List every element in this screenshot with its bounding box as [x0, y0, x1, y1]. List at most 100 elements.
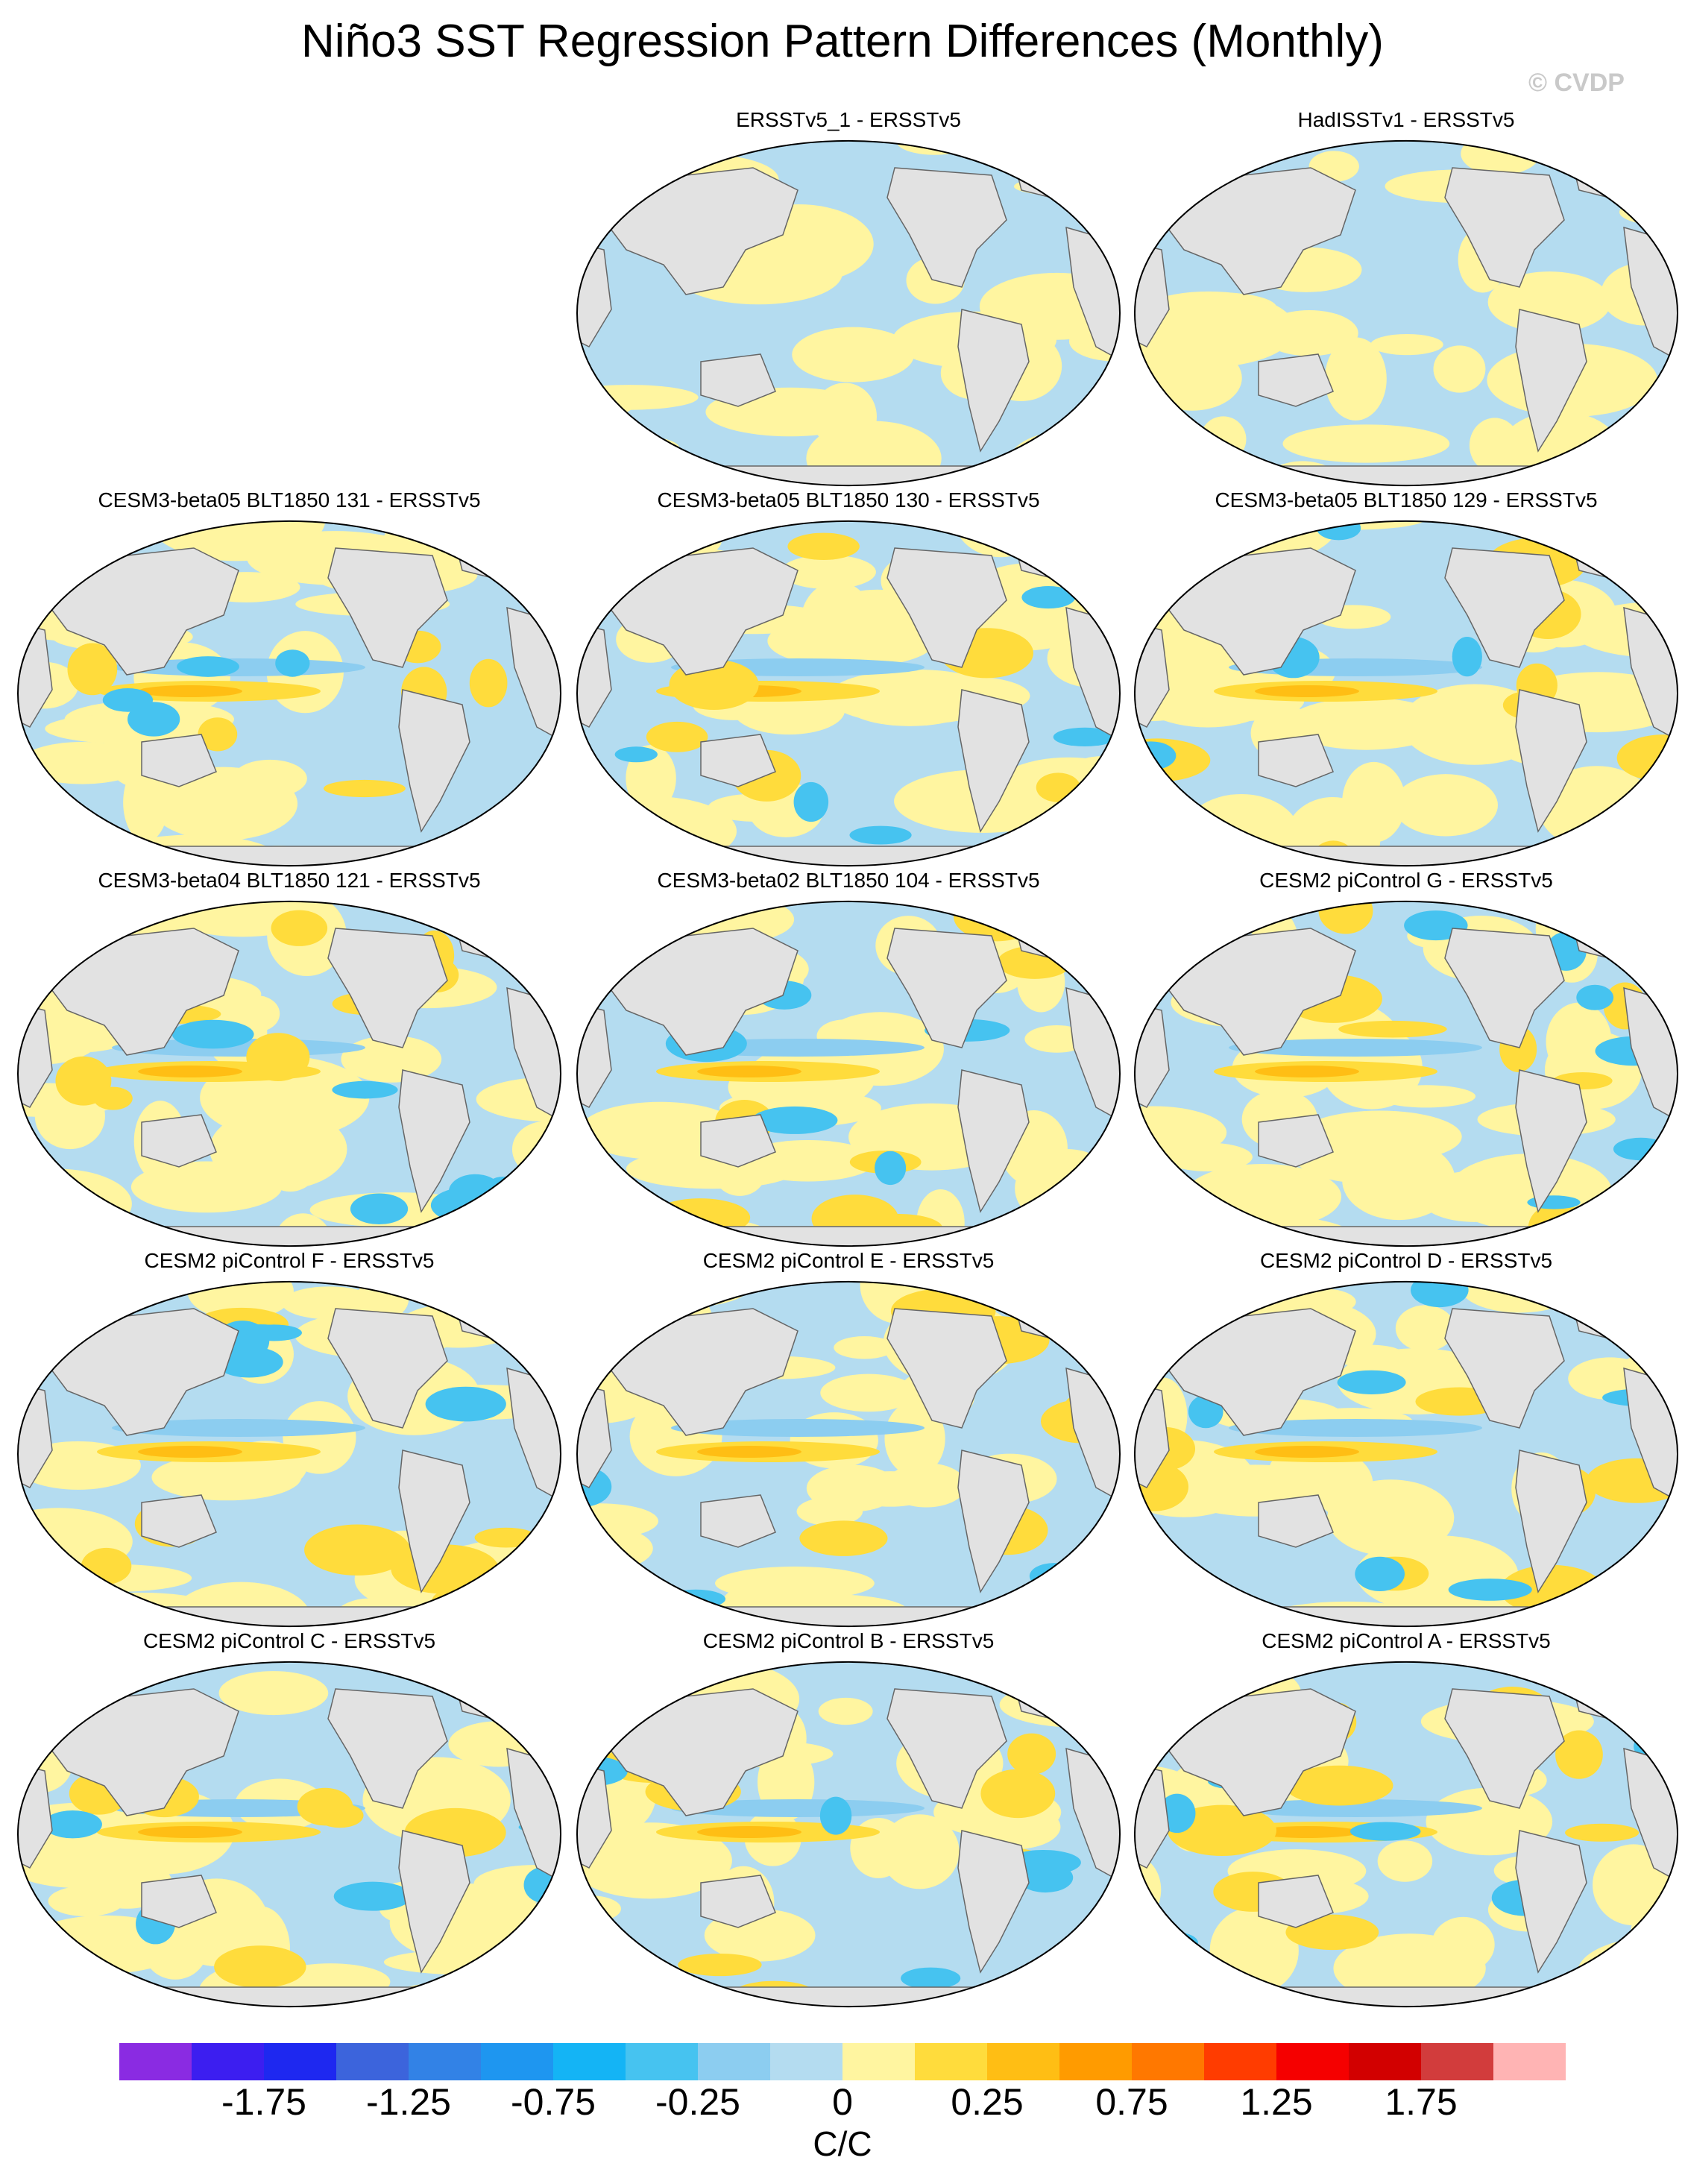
- positive-anomaly-region: [1065, 901, 1120, 923]
- land-mass: [141, 734, 217, 787]
- positive-anomaly-region: [246, 1033, 310, 1081]
- positive-anomaly-region: [678, 1953, 762, 1977]
- map-panel: [1133, 1281, 1679, 1627]
- positive-anomaly-region: [1342, 1140, 1455, 1221]
- land-mass: [1515, 689, 1587, 833]
- colorbar-swatch: [987, 2043, 1059, 2080]
- positive-anomaly-region: [577, 809, 666, 866]
- colorbar-swatch: [553, 2043, 626, 2080]
- colorbar-swatch: [626, 2043, 698, 2080]
- copyright-watermark: © CVDP: [1528, 69, 1625, 97]
- negative-anomaly-region: [614, 746, 658, 763]
- map-outline: [16, 1281, 562, 1627]
- positive-anomaly-region: [500, 1992, 561, 2007]
- positive-anomaly-region: [1285, 1914, 1379, 1951]
- panel-title: CESM3-beta05 BLT1850 131 - ERSSTv5: [98, 488, 481, 512]
- land-mass: [957, 1450, 1030, 1593]
- colorbar-tick-label: 1.75: [1385, 2081, 1458, 2123]
- negative-anomaly-region: [1355, 1556, 1405, 1592]
- land-mass: [1444, 1688, 1565, 1809]
- colorbar-swatch: [1493, 2043, 1566, 2080]
- land-mass: [957, 1069, 1030, 1213]
- land-mass: [44, 1308, 239, 1436]
- colorbar-swatch: [264, 2043, 336, 2080]
- land-mass: [1515, 1450, 1587, 1593]
- land-mass: [398, 1450, 470, 1593]
- land-mass: [1515, 1069, 1587, 1213]
- map-panel: [576, 1281, 1121, 1627]
- positive-anomaly-region: [577, 1503, 659, 1539]
- negative-anomaly-region: [332, 1080, 398, 1099]
- positive-anomaly-region: [818, 1697, 873, 1725]
- colorbar-swatch: [915, 2043, 987, 2080]
- colorbar-tick-label: 1.25: [1240, 2081, 1313, 2123]
- land-mass: [1444, 1308, 1565, 1429]
- negative-anomaly-region: [752, 1106, 838, 1134]
- positive-anomaly-region: [95, 1973, 142, 2007]
- land-mass: [1258, 1114, 1334, 1168]
- map-outline: [1133, 1661, 1679, 2007]
- positive-anomaly-region: [1096, 1347, 1120, 1391]
- land-mass: [1444, 928, 1565, 1048]
- positive-anomaly-region: [18, 842, 71, 866]
- positive-anomaly-region: [18, 1680, 65, 1713]
- positive-anomaly-region: [1376, 1085, 1476, 1108]
- negative-anomaly-region: [819, 1796, 852, 1835]
- land-mass: [1161, 547, 1356, 676]
- land-mass: [603, 1308, 799, 1436]
- positive-anomaly-region: [214, 1945, 306, 1989]
- equatorial-anomaly-core: [697, 1826, 801, 1838]
- negative-anomaly-band: [112, 1419, 365, 1437]
- equatorial-anomaly-core: [1255, 1826, 1359, 1838]
- negative-anomaly-region: [1349, 1822, 1421, 1841]
- positive-anomaly-region: [806, 1464, 899, 1512]
- colorbar-tick-label: 0: [832, 2081, 853, 2123]
- colorbar-swatch: [409, 2043, 481, 2080]
- map-panel: [16, 901, 562, 1247]
- negative-anomaly-region: [577, 1282, 636, 1303]
- positive-anomaly-region: [1012, 1215, 1120, 1246]
- positive-anomaly-region: [1135, 141, 1212, 151]
- land-mass: [398, 689, 470, 833]
- colorbar-swatch: [1276, 2043, 1349, 2080]
- positive-anomaly-region: [586, 916, 633, 958]
- land-mass: [603, 547, 799, 676]
- negative-anomaly-region: [1175, 521, 1248, 532]
- positive-anomaly-region: [218, 1671, 329, 1716]
- land-mass: [141, 1114, 217, 1168]
- positive-anomaly-region: [304, 1524, 411, 1576]
- positive-anomaly-region: [1135, 521, 1194, 572]
- positive-anomaly-region: [1015, 1149, 1118, 1228]
- positive-anomaly-region: [18, 1208, 123, 1246]
- land-mass: [1161, 1308, 1356, 1436]
- colorbar-swatch: [1059, 2043, 1132, 2080]
- negative-anomaly-region: [530, 1930, 561, 1969]
- positive-anomaly-region: [1135, 1106, 1227, 1159]
- positive-anomaly-region: [646, 721, 708, 752]
- equatorial-anomaly-core: [138, 685, 242, 697]
- colorbar-swatch: [1421, 2043, 1493, 2080]
- positive-anomaly-region: [845, 683, 975, 726]
- negative-anomaly-region: [43, 1810, 102, 1839]
- map-outline: [16, 901, 562, 1247]
- negative-anomaly-band: [1229, 1799, 1482, 1817]
- negative-anomaly-region: [333, 1881, 412, 1911]
- equatorial-anomaly-core: [1255, 685, 1359, 697]
- positive-anomaly-region: [81, 1547, 132, 1584]
- map-panel: [16, 520, 562, 866]
- map-outline: [576, 1281, 1121, 1627]
- positive-anomaly-region: [60, 847, 126, 866]
- negative-anomaly-region: [793, 781, 829, 822]
- figure-title: Niño3 SST Regression Pattern Differences…: [301, 16, 1384, 67]
- equatorial-anomaly-core: [697, 1446, 801, 1458]
- positive-anomaly-region: [577, 1966, 646, 2007]
- positive-anomaly-region: [820, 1373, 917, 1412]
- positive-anomaly-region: [577, 391, 634, 417]
- colorbar-tick-label: 0.75: [1095, 2081, 1168, 2123]
- positive-anomaly-region: [1342, 761, 1406, 843]
- negative-anomaly-region: [1576, 984, 1614, 1010]
- land-mass: [1444, 547, 1565, 668]
- negative-anomaly-region: [1158, 1932, 1199, 1954]
- positive-anomaly-region: [1370, 333, 1443, 356]
- panel-title: ERSSTv5_1 - ERSSTv5: [736, 108, 961, 131]
